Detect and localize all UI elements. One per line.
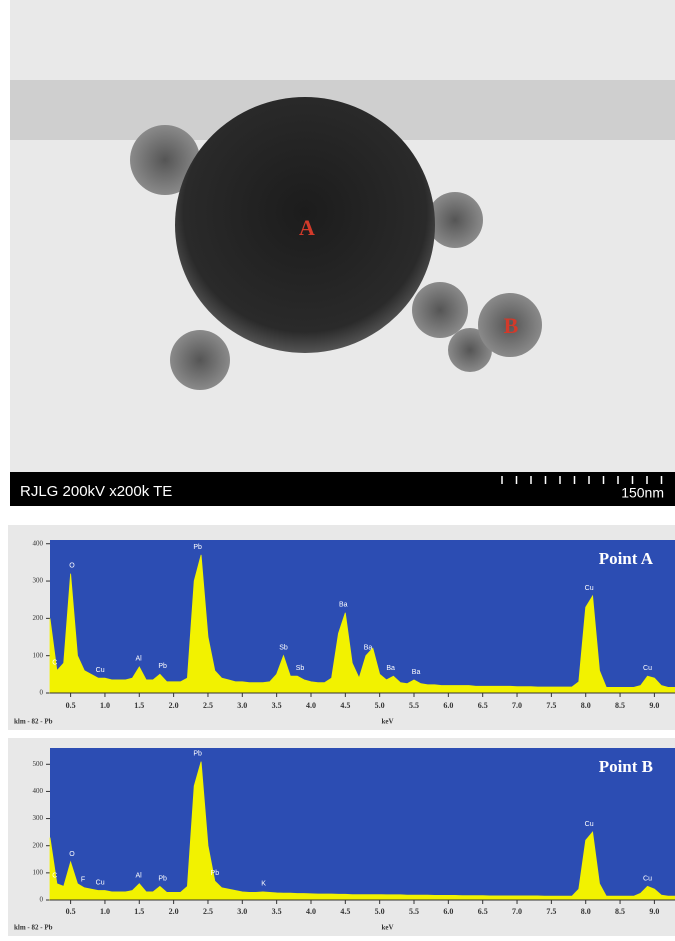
particle — [478, 293, 542, 357]
x-tick-label: 3.5 — [272, 907, 282, 916]
panel-title: Point A — [599, 549, 654, 568]
y-tick-label: 100 — [33, 868, 44, 876]
peak-label: Cu — [643, 665, 652, 672]
info-bar — [10, 472, 675, 506]
x-tick-label: 3.0 — [237, 701, 247, 710]
peak-label: K — [261, 881, 266, 888]
y-tick-label: 200 — [33, 614, 44, 622]
y-tick-label: 500 — [33, 760, 44, 768]
point-label: A — [299, 215, 315, 240]
y-tick-label: 400 — [33, 539, 44, 547]
peak-label: Cu — [585, 821, 594, 828]
x-tick-label: 3.0 — [237, 907, 247, 916]
x-tick-label: 4.5 — [340, 907, 350, 916]
x-axis-label: keV — [381, 718, 393, 726]
x-tick-label: 7.0 — [512, 907, 522, 916]
x-tick-label: 5.0 — [375, 907, 385, 916]
particle — [175, 97, 435, 353]
x-tick-label: 2.5 — [203, 701, 213, 710]
scale-bar-label: 150nm — [621, 485, 664, 501]
x-tick-label: 4.0 — [306, 701, 316, 710]
peak-label: C — [52, 659, 57, 666]
x-tick-label: 7.5 — [546, 907, 556, 916]
y-tick-label: 0 — [40, 896, 44, 904]
particle — [427, 192, 483, 248]
x-tick-label: 6.5 — [478, 701, 488, 710]
micrograph: A B RJLG 200kV x200k TE 150nm — [10, 0, 675, 506]
peak-label: Pb — [193, 544, 202, 551]
peak-label: Ba — [412, 669, 421, 676]
x-tick-label: 8.5 — [615, 907, 625, 916]
x-tick-label: 1.5 — [134, 907, 144, 916]
peak-label: O — [69, 851, 75, 858]
peak-label: Pb — [211, 870, 220, 877]
x-tick-label: 5.0 — [375, 701, 385, 710]
particle — [412, 282, 468, 338]
footer: klm - 82 - Pb — [14, 718, 53, 726]
x-tick-label: 2.0 — [169, 907, 179, 916]
panel-title: Point B — [599, 757, 653, 776]
plot-area — [50, 748, 675, 900]
y-tick-label: 100 — [33, 651, 44, 659]
peak-label: Cu — [96, 667, 105, 674]
peak-label: Pb — [193, 750, 202, 757]
x-tick-label: 1.5 — [134, 701, 144, 710]
point-label: B — [504, 313, 519, 338]
x-tick-label: 9.0 — [649, 701, 659, 710]
x-tick-label: 0.5 — [66, 907, 76, 916]
peak-label: Ba — [386, 665, 395, 672]
x-tick-label: 3.5 — [272, 701, 282, 710]
peak-label: Pb — [158, 663, 167, 670]
particle — [130, 125, 200, 195]
y-tick-label: 300 — [33, 814, 44, 822]
x-tick-label: 8.0 — [581, 701, 591, 710]
y-tick-label: 200 — [33, 841, 44, 849]
x-tick-label: 8.0 — [581, 907, 591, 916]
x-tick-label: 6.0 — [443, 907, 453, 916]
x-tick-label: 4.5 — [340, 701, 350, 710]
x-tick-label: 6.0 — [443, 701, 453, 710]
peak-label: Ba — [364, 645, 373, 652]
x-tick-label: 0.5 — [66, 701, 76, 710]
footer: klm - 82 - Pb — [14, 924, 53, 932]
x-axis-label: keV — [381, 924, 393, 932]
x-tick-label: 6.5 — [478, 907, 488, 916]
y-tick-label: 300 — [33, 577, 44, 585]
peak-label: Pb — [158, 875, 167, 882]
y-tick-label: 0 — [40, 689, 44, 697]
x-tick-label: 8.5 — [615, 701, 625, 710]
x-tick-label: 5.5 — [409, 907, 419, 916]
x-tick-label: 4.0 — [306, 907, 316, 916]
peak-label: Al — [135, 873, 142, 880]
particle — [170, 330, 230, 390]
peak-label: Sb — [296, 665, 305, 672]
x-tick-label: 1.0 — [100, 701, 110, 710]
x-tick-label: 2.0 — [169, 701, 179, 710]
x-tick-label: 1.0 — [100, 907, 110, 916]
x-tick-label: 7.0 — [512, 701, 522, 710]
peak-label: F — [81, 877, 85, 884]
caption: RJLG 200kV x200k TE — [20, 483, 172, 500]
peak-label: Sb — [279, 645, 288, 652]
x-tick-label: 7.5 — [546, 701, 556, 710]
particle — [448, 328, 492, 372]
spectrum — [49, 554, 675, 694]
peak-label: Al — [135, 656, 142, 663]
peak-label: Cu — [643, 875, 652, 882]
x-tick-label: 5.5 — [409, 701, 419, 710]
y-tick-label: 400 — [33, 787, 44, 795]
peak-label: Cu — [96, 879, 105, 886]
peak-label: C — [52, 873, 57, 880]
x-tick-label: 9.0 — [649, 907, 659, 916]
x-tick-label: 2.5 — [203, 907, 213, 916]
spectrum — [49, 761, 675, 901]
peak-label: Cu — [585, 585, 594, 592]
scale-bar — [501, 476, 663, 484]
peak-label: Ba — [339, 602, 348, 609]
peak-label: O — [69, 562, 75, 569]
